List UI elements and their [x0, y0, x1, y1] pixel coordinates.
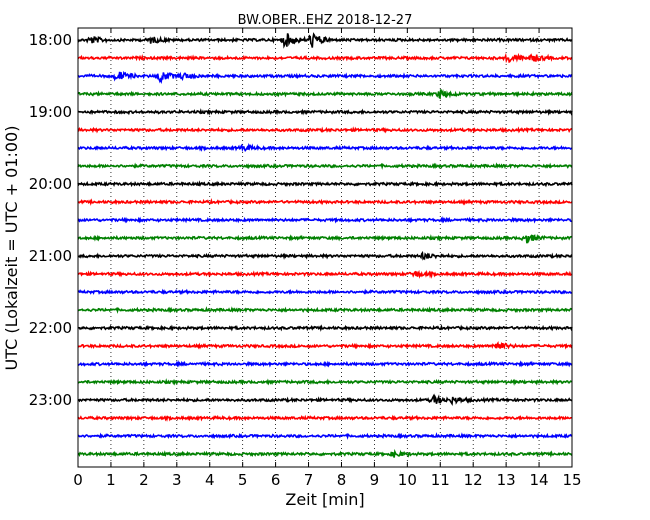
trace-2115 [77, 269, 573, 279]
x-tick-label-2: 2 [139, 471, 149, 489]
trace-1800 [77, 32, 573, 49]
seismic-traces [77, 32, 573, 458]
x-tick-label-3: 3 [172, 471, 182, 489]
trace-2315 [77, 414, 573, 422]
chart-title: BW.OBER..EHZ 2018-12-27 [238, 13, 413, 28]
x-tick-label-5: 5 [238, 471, 248, 489]
trace-2215 [77, 341, 573, 350]
y-tick-label-20:00: 20:00 [29, 175, 72, 193]
trace-2300 [77, 393, 573, 407]
trace-2130 [77, 288, 573, 296]
y-tick-label-18:00: 18:00 [29, 31, 72, 49]
x-axis-ticks: 0 1 2 3 4 5 6 7 8 9 10 11 12 13 14 15 [73, 28, 582, 489]
y-tick-label-23:00: 23:00 [29, 391, 72, 409]
trace-2000 [77, 180, 573, 188]
y-tick-label-22:00: 22:00 [29, 319, 72, 337]
x-tick-label-11: 11 [431, 471, 450, 489]
y-axis-label: UTC (Lokalzeit = UTC + 01:00) [2, 126, 21, 371]
x-tick-label-4: 4 [205, 471, 215, 489]
trace-2100 [77, 250, 573, 261]
x-tick-label-15: 15 [562, 471, 581, 489]
trace-1815 [77, 52, 573, 64]
trace-1900 [77, 108, 573, 116]
trace-2230 [77, 360, 573, 368]
plot-frame [77, 27, 573, 468]
trace-1945 [77, 162, 573, 170]
x-tick-label-12: 12 [464, 471, 483, 489]
trace-2245 [77, 378, 573, 386]
trace-2045 [77, 233, 573, 244]
trace-1830 [77, 70, 573, 85]
x-tick-label-9: 9 [370, 471, 380, 489]
x-tick-label-10: 10 [398, 471, 417, 489]
trace-2345 [77, 448, 573, 458]
y-axis-ticks: 18:00 19:00 20:00 21:00 22:00 23:00 [29, 31, 572, 409]
x-tick-label-1: 1 [106, 471, 116, 489]
x-axis-label: Zeit [min] [285, 490, 364, 509]
x-tick-label-13: 13 [497, 471, 516, 489]
x-tick-label-14: 14 [530, 471, 549, 489]
y-tick-label-21:00: 21:00 [29, 247, 72, 265]
trace-2030 [77, 216, 573, 224]
x-tick-label-0: 0 [73, 471, 83, 489]
trace-1915 [77, 126, 573, 134]
trace-1845 [77, 89, 573, 100]
x-tick-label-6: 6 [271, 471, 281, 489]
x-tick-label-8: 8 [337, 471, 347, 489]
x-tick-label-7: 7 [304, 471, 314, 489]
y-tick-label-19:00: 19:00 [29, 103, 72, 121]
trace-2015 [77, 198, 573, 206]
trace-2145 [77, 306, 573, 314]
trace-2200 [77, 323, 573, 332]
trace-1930 [77, 142, 573, 153]
trace-2330 [77, 432, 573, 440]
